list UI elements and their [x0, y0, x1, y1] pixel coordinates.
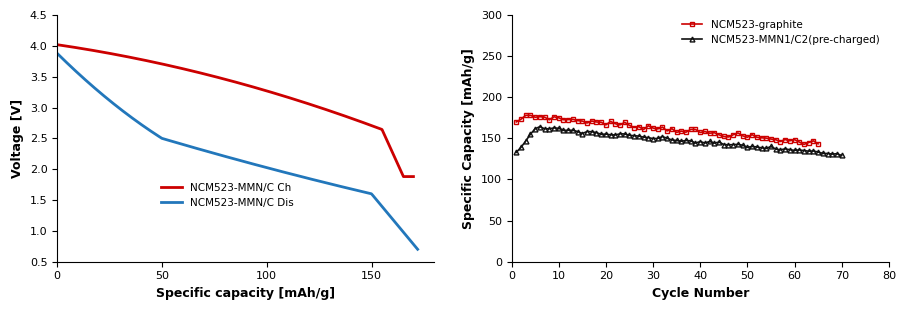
NCM523-graphite [671, 131, 682, 134]
Legend: NCM523-MMN/C Ch, NCM523-MMN/C Dis: NCM523-MMN/C Ch, NCM523-MMN/C Dis [157, 179, 297, 212]
NCM523-MMN1/C2(pre-charged) [794, 148, 805, 152]
NCM523-MMN/C Ch [398, 175, 409, 179]
NCM523-MMN1/C2(pre-charged) [511, 151, 522, 154]
NCM523-MMN1/C2(pre-charged) [789, 148, 800, 152]
Line: NCM523-graphite: NCM523-graphite [514, 113, 821, 147]
NCM523-MMN1/C2(pre-charged) [695, 140, 706, 143]
NCM523-MMN/C Dis [247, 162, 258, 166]
X-axis label: Specific capacity [mAh/g]: Specific capacity [mAh/g] [156, 287, 336, 300]
NCM523-MMN1/C2(pre-charged) [534, 125, 545, 128]
NCM523-graphite [804, 141, 814, 144]
NCM523-graphite [605, 120, 616, 123]
NCM523-MMN/C Ch [408, 175, 419, 179]
NCM523-graphite [511, 120, 522, 124]
NCM523-graphite [586, 119, 597, 123]
Line: NCM523-MMN1/C2(pre-charged): NCM523-MMN1/C2(pre-charged) [514, 124, 844, 158]
X-axis label: Cycle Number: Cycle Number [651, 287, 749, 300]
NCM523-MMN1/C2(pre-charged) [591, 131, 602, 134]
NCM523-MMN/C Ch [344, 116, 355, 119]
NCM523-MMN/C Dis [404, 237, 414, 241]
Y-axis label: Specific Capacity [mAh/g]: Specific Capacity [mAh/g] [463, 48, 475, 229]
NCM523-MMN/C Ch [223, 78, 234, 82]
Line: NCM523-MMN/C Dis: NCM523-MMN/C Dis [57, 53, 417, 249]
NCM523-graphite [813, 142, 824, 146]
NCM523-MMN1/C2(pre-charged) [615, 132, 626, 136]
NCM523-MMN/C Ch [221, 78, 232, 81]
NCM523-graphite [775, 140, 785, 143]
NCM523-MMN/C Ch [245, 84, 256, 88]
NCM523-MMN/C Ch [52, 43, 63, 47]
NCM523-MMN1/C2(pre-charged) [558, 128, 569, 132]
NCM523-MMN/C Dis [412, 248, 423, 251]
NCM523-MMN/C Ch [400, 175, 411, 179]
NCM523-MMN/C Dis [347, 188, 358, 191]
NCM523-MMN/C Dis [52, 51, 63, 55]
NCM523-MMN1/C2(pre-charged) [836, 154, 847, 157]
NCM523-MMN/C Dis [267, 167, 278, 171]
NCM523-MMN/C Dis [223, 156, 234, 159]
NCM523-MMN/C Dis [225, 156, 236, 160]
NCM523-graphite [798, 142, 809, 146]
Line: NCM523-MMN/C Ch: NCM523-MMN/C Ch [57, 45, 414, 177]
NCM523-MMN/C Ch [264, 90, 275, 94]
Legend: NCM523-graphite, NCM523-MMN1/C2(pre-charged): NCM523-graphite, NCM523-MMN1/C2(pre-char… [678, 15, 883, 49]
NCM523-graphite [525, 114, 536, 117]
Y-axis label: Voltage [V]: Voltage [V] [11, 99, 24, 178]
NCM523-graphite [643, 124, 654, 128]
